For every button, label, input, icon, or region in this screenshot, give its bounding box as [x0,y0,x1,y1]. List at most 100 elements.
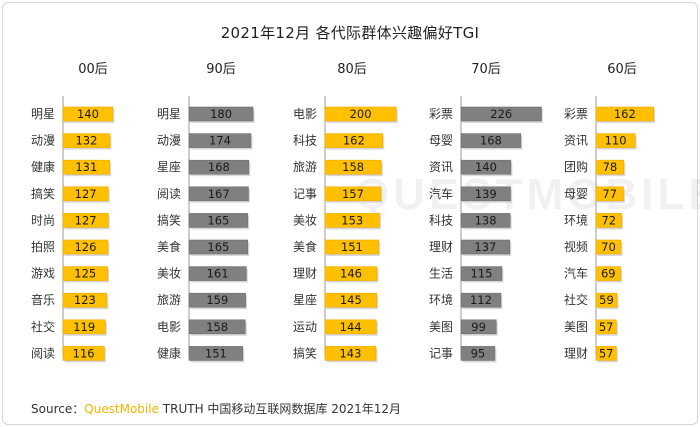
panel-4-bar [460,239,511,255]
panel-4-bar [460,266,503,281]
panel-4-value-label: 138 [475,213,497,227]
source-brand: QuestMobile [84,402,159,416]
panel-2-category-label: 星座 [157,159,181,174]
panel-3-category-label: 科技 [293,134,317,148]
panel-1-bar [62,319,106,335]
panel-4-value-label: 168 [480,134,502,148]
panel-1-category-label: 游戏 [31,267,55,281]
panel-3-category-label: 搞笑 [293,345,317,360]
panel-3-value-label: 145 [340,293,362,307]
source-prefix: Source： [31,402,85,416]
panel-4-value-label: 140 [475,160,497,174]
panel-1-value-label: 116 [73,346,95,360]
panel-3-bar [324,292,377,308]
panel-5-value-label: 69 [601,267,616,281]
panel-2-category-label: 明星 [157,107,181,121]
panel-5-value-label: 70 [601,240,616,254]
panel-4-bar [460,106,542,122]
panel-2-category-label: 美食 [157,239,181,254]
panel-3-bar [324,239,380,255]
panel-2-value-label: 151 [205,346,227,360]
panel-3-bar [324,106,397,122]
panel-4-bar [460,292,502,308]
panel-3-value-label: 146 [340,267,362,281]
panel-5-category-label: 母婴 [564,187,588,201]
panel-5-value-label: 59 [599,293,614,307]
panel-2-category-label: 阅读 [157,187,181,201]
panel-1-bar [62,133,111,148]
panel-3-value-label: 200 [350,107,372,121]
panel-3-category-label: 美食 [293,239,317,254]
panel-2-value-label: 159 [206,293,228,307]
panel-2-category-label: 健康 [157,345,181,360]
panel-4-bar [460,133,522,148]
panel-4-value-label: 99 [471,320,486,334]
panel-2-category-label: 搞笑 [157,212,181,227]
panel-2-bar [188,186,249,202]
panel-3-title: 80后 [337,62,367,77]
panel-2-bar [188,319,246,335]
panel-1-value-label: 127 [75,187,97,201]
panel-5-category-label: 视频 [564,239,588,254]
panel-4-category-label: 生活 [429,267,453,281]
panel-2-category-label: 美妆 [157,267,181,281]
panel-2-bar [188,159,250,175]
panel-2-bar [188,292,246,308]
panel-1-category-label: 搞笑 [31,186,55,201]
panel-4-category-label: 理财 [429,240,453,254]
panel-1-value-label: 126 [74,240,96,254]
panel-5-bar [595,213,622,228]
panel-1-bar [62,266,108,281]
panel-4-category-label: 美图 [429,320,453,334]
panel-5-category-label: 资讯 [564,134,588,148]
panel-3-category-label: 理财 [293,267,317,281]
panel-3-bar [324,133,383,148]
panel-1-value-label: 123 [74,293,96,307]
panel-3-bar [324,186,382,202]
panel-4-category-label: 彩票 [429,107,453,121]
panel-4-title: 70后 [471,62,501,77]
panel-4-value-label: 139 [475,187,497,201]
panel-4-bar [460,346,496,361]
panel-1-value-label: 127 [75,213,97,227]
panel-4-category-label: 科技 [429,213,453,227]
panel-5-bar [595,239,622,255]
panel-2-value-label: 161 [207,267,229,281]
panel-5-bar [595,319,617,335]
panel-1-category-label: 时尚 [31,213,55,227]
panel-5-bar [595,346,617,361]
panel-2-bar [188,106,254,122]
panel-2-category-label: 动漫 [157,134,181,148]
panel-1-title: 00后 [78,62,108,77]
panel-4-category-label: 母婴 [429,134,453,148]
panel-4-value-label: 226 [490,107,512,121]
panel-5-category-label: 汽车 [564,266,588,281]
panel-4-category-label: 记事 [429,346,453,360]
panel-1-category-label: 音乐 [31,292,55,307]
panel-5-category-label: 理财 [564,346,588,360]
panel-5-bar [595,159,625,175]
panel-2-value-label: 180 [210,107,232,121]
panel-1-value-label: 132 [76,134,98,148]
panel-2-value-label: 167 [208,187,230,201]
panel-3-bar [324,319,377,335]
panel-5-value-label: 72 [601,213,616,227]
panel-1-category-label: 健康 [31,159,55,174]
panel-1-bar [62,186,109,202]
panel-1-bar [62,213,109,228]
source-rest: TRUTH 中国移动互联网数据库 2021年12月 [158,402,402,416]
panel-2-category-label: 旅游 [157,293,181,307]
panel-1-bar [62,292,108,308]
panel-3-bar [324,159,382,175]
panel-3-value-label: 162 [343,134,365,148]
panel-4-value-label: 137 [474,240,496,254]
panel-2-bar [188,346,244,361]
panel-1-value-label: 140 [77,107,99,121]
panel-5-bar [595,133,636,148]
panel-4-bar [460,159,512,175]
panel-5-bar [595,106,654,122]
panel-2-bar [188,133,252,148]
panel-5-value-label: 78 [603,160,618,174]
panel-3-category-label: 记事 [293,187,317,201]
